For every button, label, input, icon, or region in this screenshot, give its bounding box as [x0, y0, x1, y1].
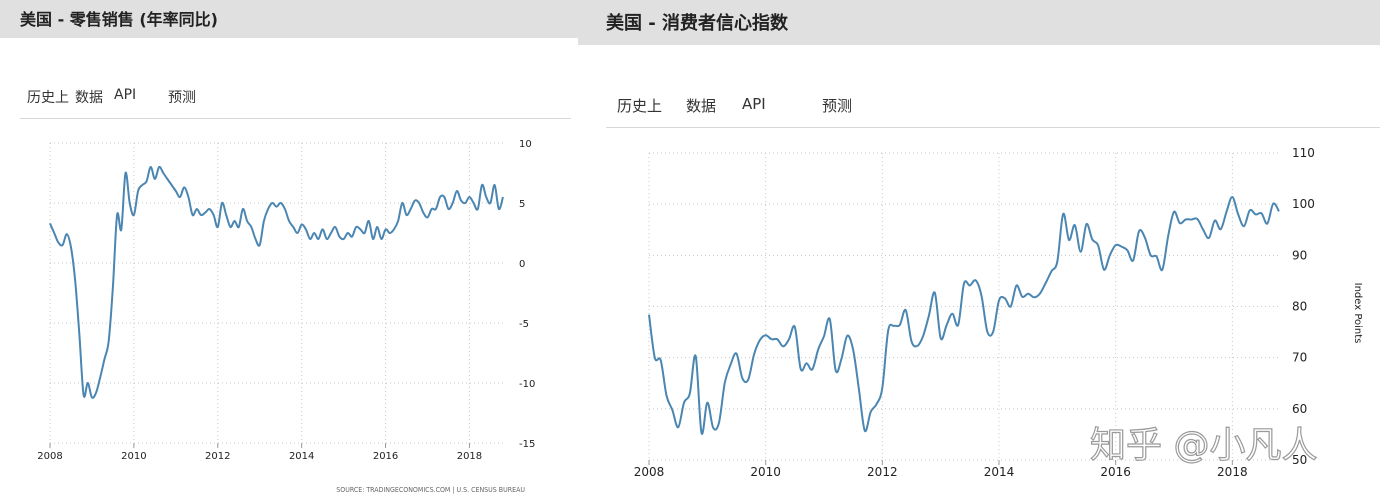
y-tick-label: -5 — [519, 319, 529, 330]
tab-divider — [606, 127, 1380, 128]
tab-history[interactable]: 历史上 — [617, 97, 663, 115]
x-tick-label: 2008 — [634, 465, 665, 479]
tab-data[interactable]: 数据 — [75, 90, 103, 106]
x-tick-label: 2016 — [373, 451, 398, 462]
series-line — [49, 165, 504, 399]
tab-forecast[interactable]: 预测 — [822, 97, 853, 115]
retail-sales-title: 美国 - 零售销售 (年率同比) — [0, 0, 578, 38]
y-tick-label: 50 — [1292, 453, 1307, 467]
watermark: 知乎 @小凡人 — [1090, 425, 1317, 466]
tab-api[interactable]: API — [114, 87, 137, 103]
source-note: SOURCE: TRADINGECONOMICS.COM | U.S. CENS… — [336, 486, 525, 494]
y-axis-label: Index Points — [1352, 283, 1363, 344]
retail-sales-chart: 10 5 0 -5 -10 -15 2008 2010 2012 2014 2016 2018 SOUR… — [37, 139, 535, 494]
tab-divider — [20, 118, 571, 119]
y-tick-label: 100 — [1292, 197, 1315, 211]
tab-history[interactable]: 历史上 — [27, 90, 69, 106]
x-tick-label: 2016 — [1100, 465, 1131, 479]
y-tick-label: -10 — [519, 379, 535, 390]
x-tick-label: 2014 — [289, 451, 314, 462]
y-tick-label: 60 — [1292, 402, 1307, 416]
x-tick-label: 2018 — [457, 451, 482, 462]
x-tick-label: 2014 — [984, 465, 1015, 479]
series-line — [648, 196, 1280, 435]
x-tick-label: 2010 — [750, 465, 781, 479]
y-tick-label: -15 — [519, 439, 535, 450]
y-tick-label: 10 — [519, 139, 532, 150]
tab-api[interactable]: API — [742, 95, 766, 113]
retail-sales-panel: 美国 - 零售销售 (年率同比) 历史上 数据 API 预测 10 5 0 -5 -10… — [0, 0, 578, 499]
y-tick-label: 5 — [519, 199, 525, 210]
y-tick-label: 90 — [1292, 248, 1307, 262]
y-tick-label: 0 — [519, 259, 525, 270]
consumer-confidence-panel: 美国 - 消费者信心指数 历史上 数据 API 预测 110 100 90 80 70 6… — [578, 0, 1380, 499]
tab-forecast[interactable]: 预测 — [168, 90, 196, 106]
y-tick-label: 110 — [1292, 146, 1315, 160]
consumer-confidence-chart: 110 100 90 80 70 60 50 2008 2010 2012 2014 2016 2018… — [634, 146, 1363, 479]
y-tick-label: 70 — [1292, 351, 1307, 365]
tab-data[interactable]: 数据 — [686, 97, 717, 115]
x-tick-label: 2018 — [1217, 465, 1248, 479]
consumer-confidence-title: 美国 - 消费者信心指数 — [578, 0, 1380, 45]
x-tick-label: 2012 — [867, 465, 898, 479]
x-tick-label: 2010 — [121, 451, 146, 462]
x-tick-label: 2008 — [37, 451, 62, 462]
y-tick-label: 80 — [1292, 300, 1307, 314]
x-tick-label: 2012 — [205, 451, 230, 462]
